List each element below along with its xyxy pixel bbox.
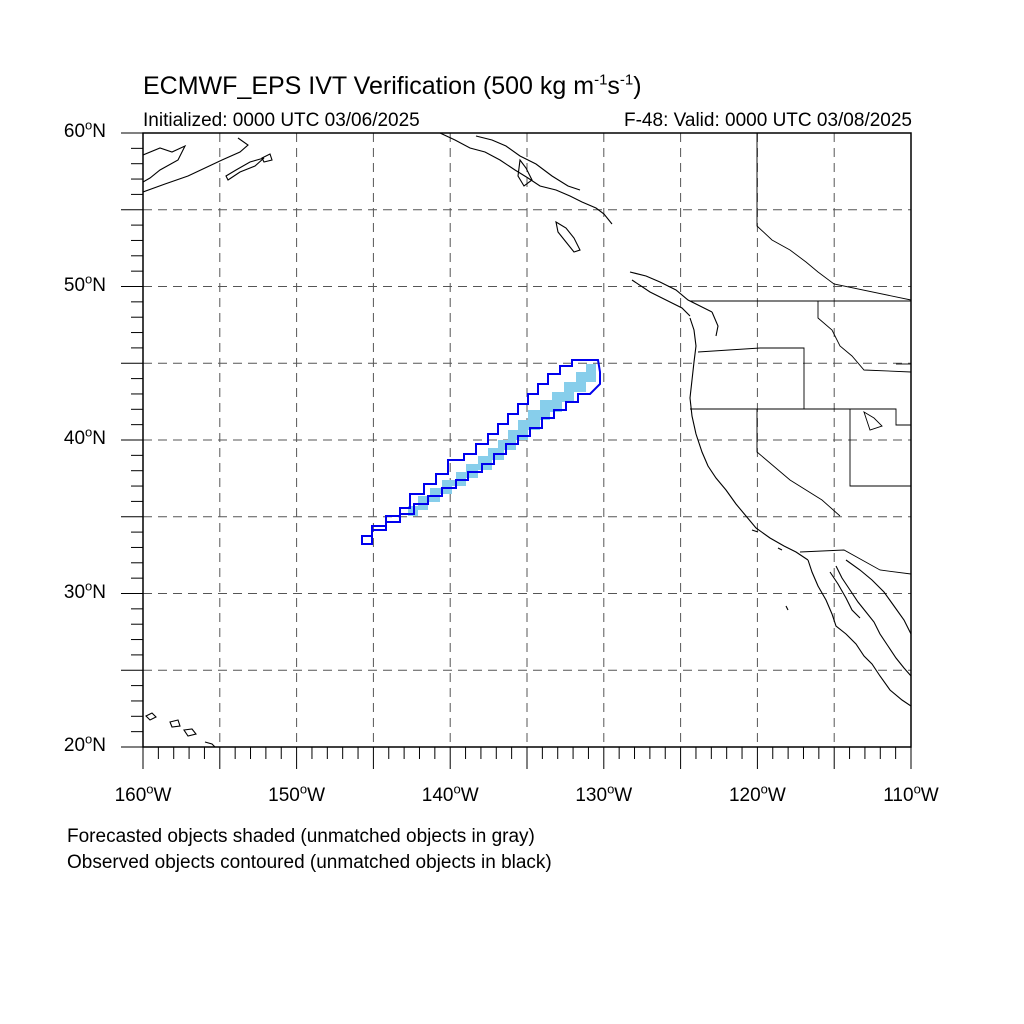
coastlines bbox=[143, 133, 911, 747]
longitude-label: 150oW bbox=[268, 781, 326, 806]
axis-ticks bbox=[121, 132, 912, 769]
latitude-label: 50oN bbox=[63, 271, 106, 296]
initialized-label: Initialized: 0000 UTC 03/06/2025 bbox=[143, 110, 420, 131]
figure-title: ECMWF_EPS IVT Verification (500 kg m-1s-… bbox=[143, 71, 642, 100]
longitude-label: 120oW bbox=[728, 781, 786, 806]
valid-time-label: F-48: Valid: 0000 UTC 03/08/2025 bbox=[624, 110, 912, 131]
observed-ivt-contour bbox=[361, 359, 601, 545]
latitude-label: 60oN bbox=[63, 117, 106, 142]
latitude-label: 20oN bbox=[63, 731, 106, 756]
longitude-label: 130oW bbox=[575, 781, 633, 806]
observed-legend-note: Observed objects contoured (unmatched ob… bbox=[67, 852, 552, 873]
political-borders bbox=[690, 133, 911, 575]
forecast-ivt-object bbox=[408, 364, 596, 516]
longitude-label: 160oW bbox=[114, 781, 172, 806]
latitude-label: 40oN bbox=[63, 424, 106, 449]
latitude-label: 30oN bbox=[63, 578, 106, 603]
longitude-label: 110oW bbox=[883, 781, 939, 806]
forecast-legend-note: Forecasted objects shaded (unmatched obj… bbox=[67, 826, 535, 847]
longitude-label: 140oW bbox=[421, 781, 479, 806]
